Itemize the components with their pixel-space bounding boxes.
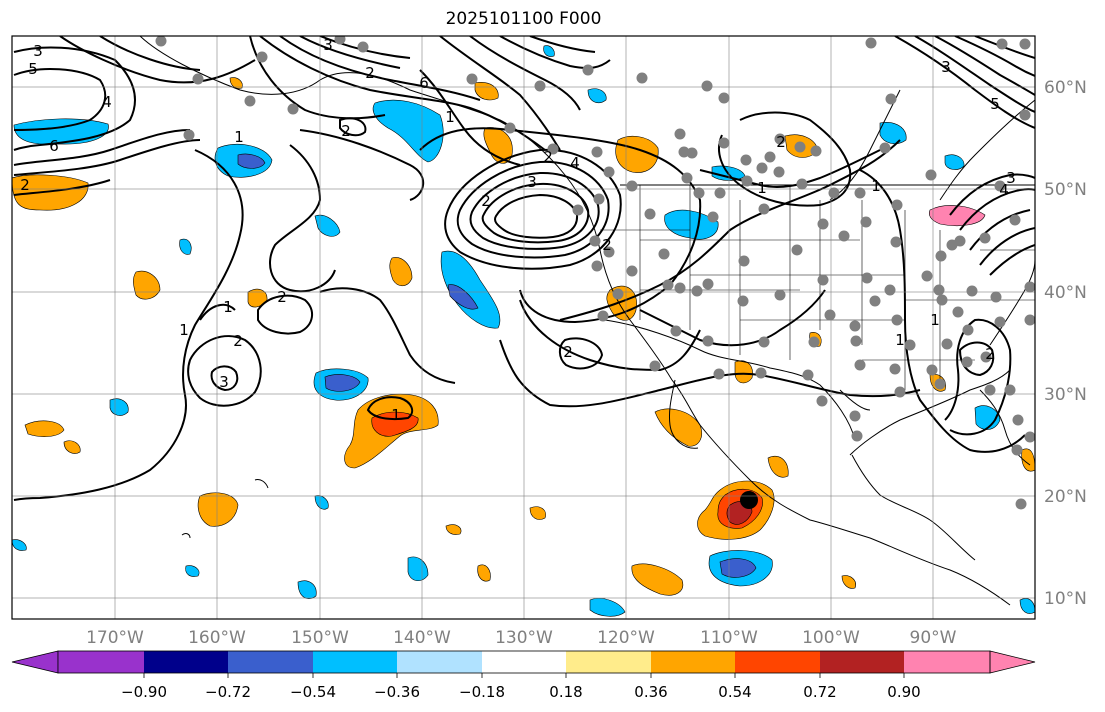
contour-label: 1 [757, 179, 767, 197]
contour-label: 2 [365, 64, 375, 82]
lat-label: 60°N [1044, 78, 1087, 98]
contour-label: 3 [323, 36, 333, 54]
colorbar-frame [57, 650, 991, 674]
contour-label: 2 [602, 236, 612, 254]
contour-label: 2 [481, 192, 491, 210]
contour-label: 2 [277, 288, 287, 306]
contour-lines [13, 36, 1035, 501]
colorbar-bin [397, 651, 482, 673]
contour-label: 1 [234, 128, 244, 146]
lat-label: 20°N [1044, 487, 1087, 507]
contour-label: 4 [102, 93, 112, 111]
colorbar: −0.90 −0.72 −0.54 −0.36 −0.18 0.18 0.36 … [11, 650, 1036, 701]
station-dots [155, 36, 1035, 510]
contour-label: 3 [1006, 169, 1016, 187]
longitude-labels: 170°W 160°W 150°W 140°W 130°W 120°W 110°… [86, 628, 957, 648]
lon-label: 130°W [495, 628, 553, 648]
colorbar-tick-label: −0.54 [290, 683, 336, 701]
contour-label: 2 [543, 148, 553, 166]
colorbar-bin [904, 651, 990, 673]
lon-label: 150°W [291, 628, 349, 648]
lon-label: 100°W [802, 628, 860, 648]
contour-label: 1 [391, 406, 401, 424]
colorbar-tick-label: −0.36 [374, 683, 420, 701]
lon-label: 140°W [393, 628, 451, 648]
contour-label: 1 [445, 108, 455, 126]
contour-label: 3 [527, 173, 537, 191]
contour-label: 1 [930, 311, 940, 329]
contour-label: 1 [871, 177, 881, 195]
contour-label: 1 [179, 321, 189, 339]
lat-label: 40°N [1044, 283, 1087, 303]
contour-labels: 3 5 6 4 1 6 1 2 3 2 1 1 2 1 3 2 1 2 2 2 … [20, 36, 1016, 424]
lon-label: 170°W [86, 628, 144, 648]
latitude-labels: 60°N 50°N 40°N 30°N 20°N 10°N [1044, 78, 1087, 609]
lat-label: 30°N [1044, 385, 1087, 405]
colorbar-bin [228, 651, 313, 673]
colorbar-tick-label: −0.72 [205, 683, 251, 701]
contour-label: 4 [570, 154, 580, 172]
colorbar-bin [566, 651, 651, 673]
lon-label: 110°W [700, 628, 758, 648]
map-frame [11, 35, 1036, 620]
lat-label: 50°N [1044, 180, 1087, 200]
colorbar-tick-label: 0.90 [887, 683, 920, 701]
contour-label: 6 [49, 137, 59, 155]
contour-label: 2 [985, 345, 995, 363]
contour-label: 2 [233, 332, 243, 350]
contour-label: 2 [563, 343, 573, 361]
figure-title: 2025101100 F000 [445, 9, 602, 29]
colorbar-bin [651, 651, 735, 673]
lon-label: 120°W [597, 628, 655, 648]
colorbar-bin [58, 651, 144, 673]
colorbar-bin [144, 651, 228, 673]
lon-label: 90°W [910, 628, 957, 648]
contour-label: 4 [999, 181, 1009, 199]
colorbar-tick-label: 0.36 [634, 683, 667, 701]
contour-label: 2 [20, 176, 30, 194]
colorbar-tick-label: 0.72 [803, 683, 836, 701]
colorbar-bin [482, 651, 566, 673]
colorbar-tick-label: −0.90 [121, 683, 167, 701]
lat-label: 10°N [1044, 589, 1087, 609]
gridlines [12, 36, 1035, 619]
contour-label: 3 [219, 373, 229, 391]
lon-label: 160°W [188, 628, 246, 648]
colorbar-bin [735, 651, 820, 673]
colorbar-extend-low [11, 650, 59, 674]
contour-label: 3 [33, 42, 43, 60]
colorbar-bin [313, 651, 397, 673]
contour-label: 3 [941, 58, 951, 76]
colorbar-bin [820, 651, 904, 673]
colorbar-extend-high [989, 650, 1036, 674]
contour-label: 6 [419, 74, 429, 92]
contour-label: 1 [895, 331, 905, 349]
contour-label: 5 [28, 60, 38, 78]
colorbar-tick-label: −0.18 [459, 683, 505, 701]
colorbar-tick-label: 0.54 [718, 683, 751, 701]
storm-center-marker [740, 491, 758, 509]
colorbar-tick-label: 0.18 [549, 683, 582, 701]
contour-label: 2 [341, 122, 351, 140]
contour-label: 2 [776, 133, 786, 151]
contour-label: 5 [990, 95, 1000, 113]
contour-label: 1 [223, 298, 233, 316]
